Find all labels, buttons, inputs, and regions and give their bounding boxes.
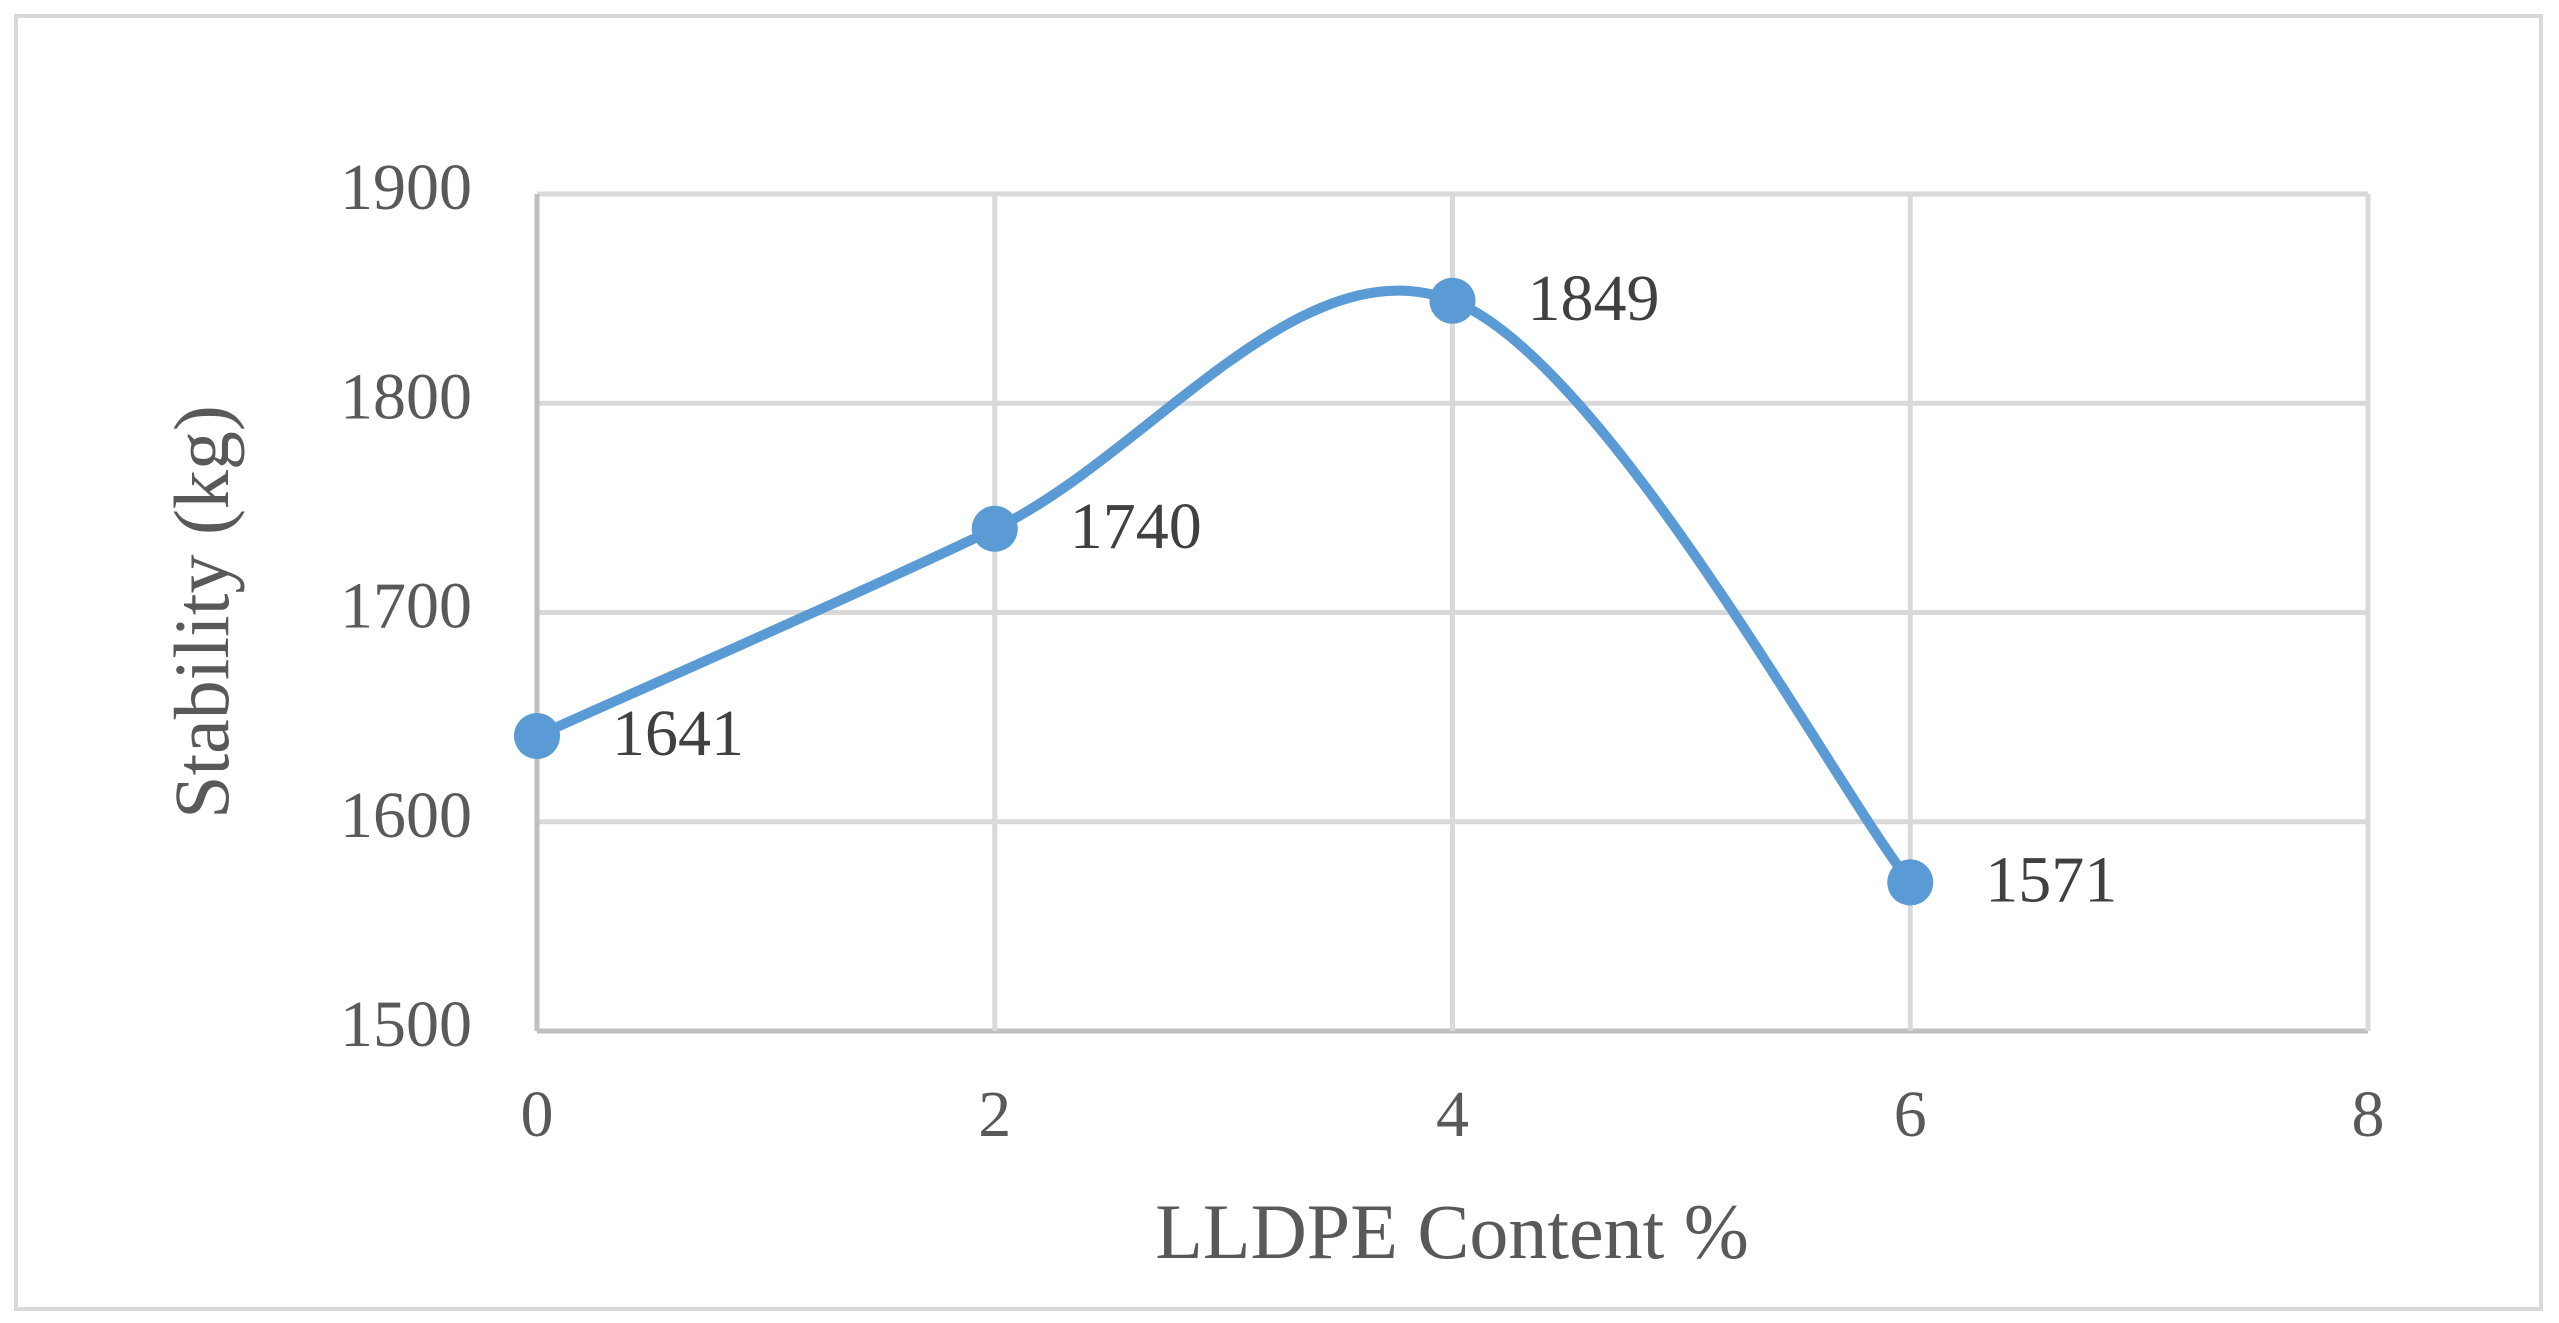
x-tick-label: 2 bbox=[978, 1078, 1011, 1151]
x-tick-label: 6 bbox=[1894, 1078, 1927, 1151]
y-tick-label: 1500 bbox=[340, 988, 472, 1061]
marker bbox=[514, 712, 560, 759]
data-label: 1740 bbox=[1070, 490, 1202, 563]
line bbox=[534, 285, 1915, 886]
marker bbox=[1429, 277, 1476, 324]
x-tick-label: 4 bbox=[1436, 1078, 1469, 1151]
x-tick-label: 8 bbox=[2352, 1078, 2385, 1151]
x-axis-label: LLDPE Content % bbox=[1155, 1188, 1749, 1275]
y-axis-label: Stability (kg) bbox=[158, 405, 245, 819]
data-label: 1641 bbox=[612, 697, 744, 770]
data-label: 1849 bbox=[1528, 262, 1660, 335]
marker bbox=[1887, 859, 1934, 906]
marker bbox=[971, 505, 1018, 552]
y-tick-label: 1900 bbox=[340, 151, 472, 224]
x-tick-label: 0 bbox=[521, 1078, 554, 1151]
chart-border bbox=[14, 14, 2543, 1311]
y-tick-label: 1800 bbox=[340, 360, 472, 433]
data-label: 1571 bbox=[1985, 844, 2117, 917]
y-tick-label: 1600 bbox=[340, 779, 472, 852]
y-tick-label: 1700 bbox=[340, 570, 472, 643]
